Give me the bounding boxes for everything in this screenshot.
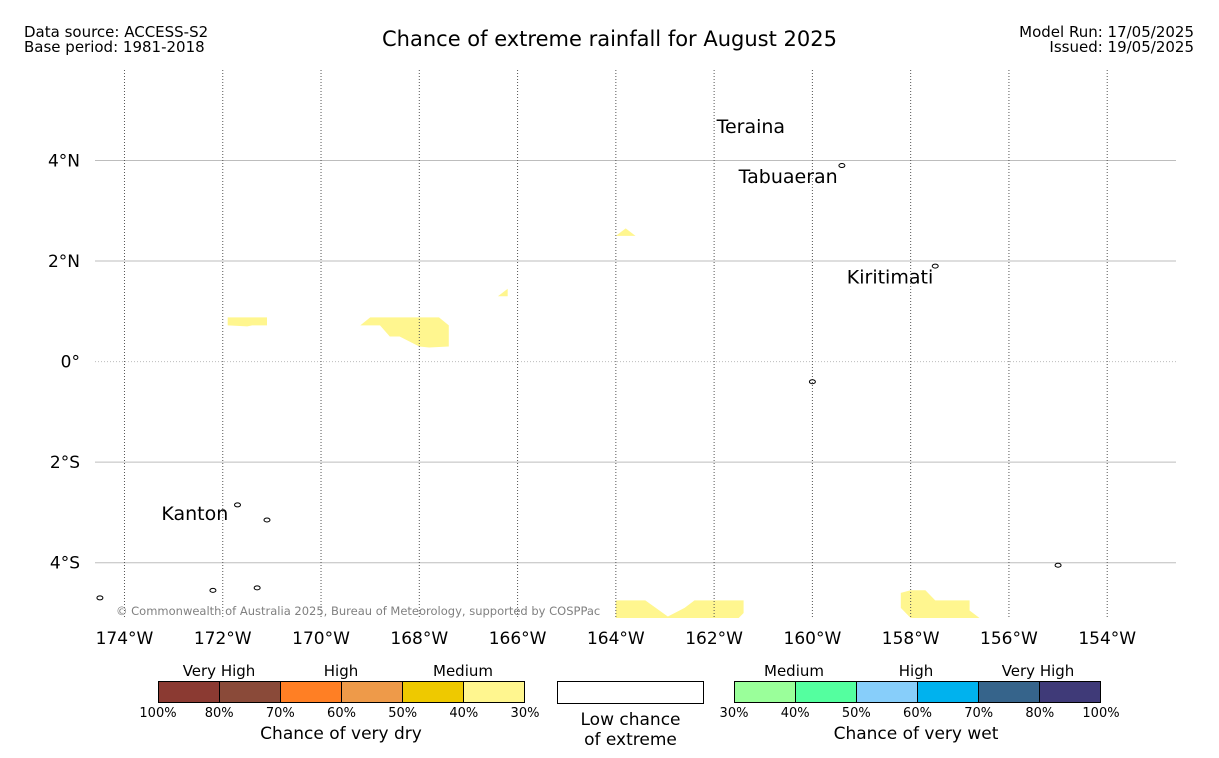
wet-swatch xyxy=(735,682,796,702)
island-outline xyxy=(253,585,261,591)
latitude-label: 2°S xyxy=(50,453,80,473)
low-chance-label: Low chance of extreme xyxy=(557,710,704,750)
issued-text: Issued: 19/05/2025 xyxy=(1049,38,1194,56)
dry-swatch xyxy=(342,682,403,702)
wet-tick-label: 60% xyxy=(903,706,932,721)
place-label: Kiritimati xyxy=(847,267,933,289)
low-chance-line2: of extreme xyxy=(584,730,677,750)
medium-dry-region xyxy=(615,600,670,618)
island-outline xyxy=(1054,562,1062,568)
dry-head-high: High xyxy=(323,662,359,680)
data-source-info: Data source: ACCESS-S2 Base period: 1981… xyxy=(24,25,208,55)
wet-swatch xyxy=(918,682,979,702)
wet-head-high: High xyxy=(898,662,934,680)
longitude-label: 166°W xyxy=(489,629,547,649)
wet-tick-label: 50% xyxy=(841,706,871,721)
map-title: Chance of extreme rainfall for August 20… xyxy=(382,27,837,51)
dry-legend-title: Chance of very dry xyxy=(260,724,422,744)
island-outline xyxy=(931,263,939,269)
island-outline xyxy=(263,517,271,523)
data-source-text: Data source: ACCESS-S2 xyxy=(24,23,209,41)
wet-swatch xyxy=(979,682,1040,702)
longitude-label: 154°W xyxy=(1078,629,1136,649)
medium-dry-region xyxy=(665,600,744,618)
medium-dry-region xyxy=(615,228,636,236)
longitude-label: 160°W xyxy=(784,629,842,649)
longitude-label: 172°W xyxy=(194,629,252,649)
place-label: Teraina xyxy=(716,116,786,138)
wet-tick-label: 80% xyxy=(1025,706,1055,721)
dry-swatch xyxy=(220,682,281,702)
longitude-label: 174°W xyxy=(96,629,154,649)
base-period-text: Base period: 1981-2018 xyxy=(24,38,205,56)
copyright-notice: © Commonwealth of Australia 2025, Bureau… xyxy=(116,604,600,618)
latitude-label: 0° xyxy=(61,353,80,373)
wet-head-very-high: Very High xyxy=(1001,662,1075,680)
latitude-label: 2°N xyxy=(48,252,80,272)
wet-swatch xyxy=(796,682,857,702)
dry-swatch xyxy=(464,682,524,702)
dry-tick-label: 50% xyxy=(388,706,418,721)
medium-dry-region xyxy=(227,317,267,327)
longitude-label: 168°W xyxy=(390,629,448,649)
latitude-label: 4°N xyxy=(48,151,80,171)
longitude-label: 156°W xyxy=(980,629,1038,649)
wet-swatch xyxy=(857,682,918,702)
island-outline xyxy=(209,587,217,593)
medium-dry-region xyxy=(497,288,508,297)
dry-head-medium: Medium xyxy=(433,662,493,680)
place-label: Tabuaeran xyxy=(738,166,838,188)
dry-tick-label: 60% xyxy=(327,706,356,721)
model-run-info: Model Run: 17/05/2025 Issued: 19/05/2025 xyxy=(1019,25,1194,55)
dry-swatch xyxy=(403,682,464,702)
latitude-label: 4°S xyxy=(50,554,80,574)
island-outline xyxy=(838,163,846,169)
wet-head-medium: Medium xyxy=(764,662,824,680)
wet-swatch xyxy=(1040,682,1100,702)
dry-swatch xyxy=(281,682,342,702)
model-run-text: Model Run: 17/05/2025 xyxy=(1019,23,1194,41)
wet-legend-title: Chance of very wet xyxy=(833,724,999,744)
dry-tick-label: 30% xyxy=(510,706,540,721)
rainfall-map: 4°N 2°N 0° 2°S 4°S 174°W 172°W 170°W 168°W 166°W 1… xyxy=(48,70,1176,649)
longitude-label: 164°W xyxy=(587,629,645,649)
dry-head-very-high: Very High xyxy=(182,662,256,680)
dry-colorbar xyxy=(158,681,525,703)
dry-tick-label: 40% xyxy=(449,706,479,721)
island-outline xyxy=(233,502,241,508)
dry-tick-label: 70% xyxy=(265,706,295,721)
island-outline xyxy=(96,595,104,601)
longitude-label: 170°W xyxy=(292,629,350,649)
dry-swatch xyxy=(159,682,220,702)
medium-dry-region xyxy=(360,317,449,348)
wet-tick-label: 40% xyxy=(780,706,810,721)
wet-colorbar xyxy=(734,681,1101,703)
low-chance-swatch xyxy=(557,681,704,704)
longitude-label: 158°W xyxy=(882,629,940,649)
place-label: Kanton xyxy=(161,503,228,525)
wet-tick-label: 30% xyxy=(719,706,749,721)
wet-tick-label: 70% xyxy=(964,706,994,721)
low-chance-line1: Low chance xyxy=(580,710,681,730)
island-outline xyxy=(808,379,816,385)
dry-tick-label: 100% xyxy=(139,706,177,721)
medium-dry-region xyxy=(900,590,980,618)
longitude-label: 162°W xyxy=(685,629,743,649)
dry-tick-label: 80% xyxy=(204,706,234,721)
wet-tick-label: 100% xyxy=(1082,706,1120,721)
